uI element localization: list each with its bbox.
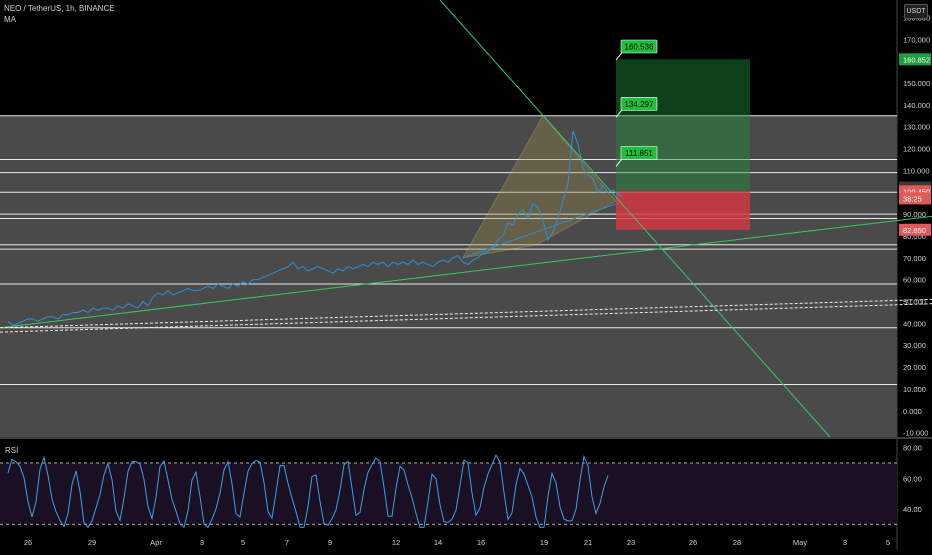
price-tag: 38:25 xyxy=(899,192,931,205)
indicator-label: MA xyxy=(4,15,16,24)
x-tick-label: 16 xyxy=(477,538,485,547)
ascending-trendline xyxy=(0,215,932,329)
rsi-label: RSI xyxy=(5,446,19,455)
price-tag: 82.850 xyxy=(899,223,931,236)
price-tag-box xyxy=(899,53,931,66)
y-tick-label: 10.000 xyxy=(903,385,926,394)
target-text: 160.536 xyxy=(625,43,654,52)
x-tick-label: 12 xyxy=(392,538,400,547)
triangle-shape xyxy=(462,114,617,259)
dashed-channel-line xyxy=(0,298,932,329)
target-label: 160.536 xyxy=(615,39,658,61)
x-tick-label: 3 xyxy=(200,538,204,547)
rsi-tick-label: 40.00 xyxy=(903,505,922,514)
stop-zone xyxy=(616,191,750,230)
price-tag-text: 100.450 xyxy=(903,187,930,196)
x-tick-label: 21 xyxy=(584,538,592,547)
price-tag-text: 38:25 xyxy=(903,194,922,203)
price-tag-box xyxy=(899,223,931,236)
y-tick-label: 30.000 xyxy=(903,341,926,350)
target-label: 134.297 xyxy=(615,97,658,118)
y-tick-label: 130.000 xyxy=(903,123,930,132)
y-tick-label: 150.000 xyxy=(903,79,930,88)
symbol-title: NEO / TetherUS, 1h, BINANCE xyxy=(4,4,115,13)
rsi-band xyxy=(0,463,897,525)
x-tick-label: 26 xyxy=(689,538,697,547)
y-tick-label: 50.000 xyxy=(903,298,926,307)
x-tick-label: 5 xyxy=(886,538,890,547)
target-box xyxy=(620,97,658,111)
price-tag: 160.852 xyxy=(899,53,931,66)
x-tick-label: 29 xyxy=(88,538,96,547)
x-tick-label: 9 xyxy=(328,538,332,547)
dashed-channel-line xyxy=(0,303,932,333)
price-tag-text: 160.852 xyxy=(903,55,930,64)
y-tick-label: 90.000 xyxy=(903,210,926,219)
target-box xyxy=(620,146,658,160)
y-tick-label: 120.000 xyxy=(903,145,930,154)
x-tick-label: 23 xyxy=(627,538,635,547)
y-tick-label: 70.000 xyxy=(903,254,926,263)
x-tick-label: 5 xyxy=(241,538,245,547)
x-tick-label: 14 xyxy=(434,538,442,547)
target-label: 111.851 xyxy=(615,146,658,167)
x-tick-label: 7 xyxy=(285,538,289,547)
target-labels: 160.536 134.297 111.851 xyxy=(615,39,658,167)
descending-trendline xyxy=(439,0,831,438)
target-text: 111.851 xyxy=(625,149,653,158)
rsi-tick-label: 80.00 xyxy=(903,444,922,453)
profit-zone xyxy=(616,59,750,192)
price-series xyxy=(7,130,624,327)
trendlines xyxy=(0,0,932,438)
y-tick-label: -10.000 xyxy=(903,429,928,438)
chart-header: NEO / TetherUS, 1h, BINANCE MA xyxy=(4,3,115,25)
triangle-pattern xyxy=(462,114,617,259)
target-text: 134.297 xyxy=(625,100,654,109)
x-tick-label: 26 xyxy=(24,538,32,547)
y-tick-label: 0.000 xyxy=(903,407,922,416)
support-line xyxy=(462,202,619,259)
y-tick-label: 80.000 xyxy=(903,232,926,241)
x-tick-label: Apr xyxy=(150,538,162,547)
y-tick-label: 60.000 xyxy=(903,276,926,285)
y-tick-label: 170.000 xyxy=(903,35,930,44)
rsi-panel: 80.00 60.00 40.00 xyxy=(0,444,922,529)
x-tick-label: 28 xyxy=(733,538,741,547)
rsi-line xyxy=(7,454,609,529)
y-tick-label: 110.000 xyxy=(903,166,930,175)
price-line xyxy=(7,130,624,327)
price-tag-box xyxy=(899,192,931,205)
x-tick-label: May xyxy=(793,538,807,547)
target-box xyxy=(620,39,658,54)
y-tick-label: 20.000 xyxy=(903,363,926,372)
y-tick-label: 40.000 xyxy=(903,319,926,328)
price-axis: 180.000170.000160.000150.000140.000130.0… xyxy=(899,13,931,438)
price-tag-text: 82.850 xyxy=(903,226,926,235)
time-axis: 26 29 Apr 3 5 7 9 12 14 16 19 21 23 26 28 May 3 5 xyxy=(24,538,890,547)
rsi-tick-label: 60.00 xyxy=(903,474,922,483)
x-tick-label: 3 xyxy=(843,538,847,547)
currency-unit-badge[interactable]: USDT xyxy=(904,4,928,19)
range-band xyxy=(0,115,897,438)
y-tick-label: 140.000 xyxy=(903,101,930,110)
long-position-zone xyxy=(616,59,750,230)
x-tick-label: 19 xyxy=(540,538,548,547)
